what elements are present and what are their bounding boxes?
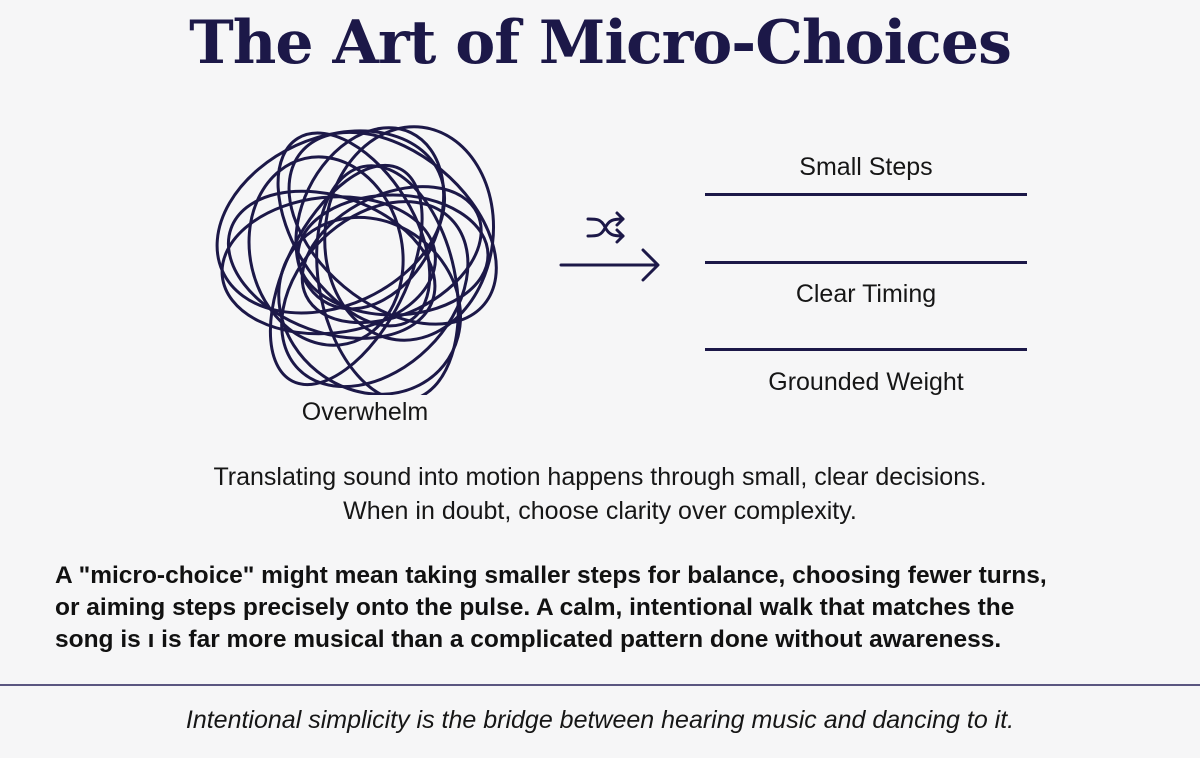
scribble-loop: [294, 126, 446, 311]
page-title: The Art of Micro-Choices: [189, 8, 1012, 78]
divider-line: [705, 193, 1027, 196]
right-label-grounded-weight: Grounded Weight: [768, 368, 964, 396]
scribble-loop: [280, 200, 470, 389]
summary-line: Translating sound into motion happens th…: [213, 463, 987, 491]
footer-quote: Intentional simplicity is the bridge bet…: [185, 706, 1015, 734]
divider-line: [705, 348, 1027, 351]
transition-icons: [559, 211, 660, 282]
footer-divider: [0, 684, 1200, 686]
detail-paragraph: A "micro-choice" might mean taking small…: [55, 560, 1175, 656]
right-label-clear-timing: Clear Timing: [795, 280, 937, 308]
shuffle-icon: [586, 211, 625, 244]
scribble-loop: [220, 195, 437, 336]
divider-line: [705, 261, 1027, 264]
scribble-loop: [300, 185, 483, 325]
tangled-scribble-icon: [215, 125, 498, 395]
detail-line: or aiming steps precisely onto the pulse…: [55, 594, 1015, 621]
scribble-loop: [323, 125, 496, 342]
summary-line: When in doubt, choose clarity over compl…: [343, 497, 857, 525]
overwhelm-label: Overwhelm: [301, 398, 429, 426]
scribble-loop: [315, 164, 460, 395]
right-label-small-steps: Small Steps: [799, 153, 933, 181]
summary-text: Translating sound into motion happens th…: [0, 460, 1200, 528]
arrow-right-icon: [559, 248, 660, 282]
scribble-loop: [247, 155, 405, 347]
detail-line: song is ı is far more musical than a com…: [55, 626, 1002, 653]
detail-line: A "micro-choice" might mean taking small…: [55, 562, 1047, 589]
scribble-loop: [268, 163, 424, 387]
